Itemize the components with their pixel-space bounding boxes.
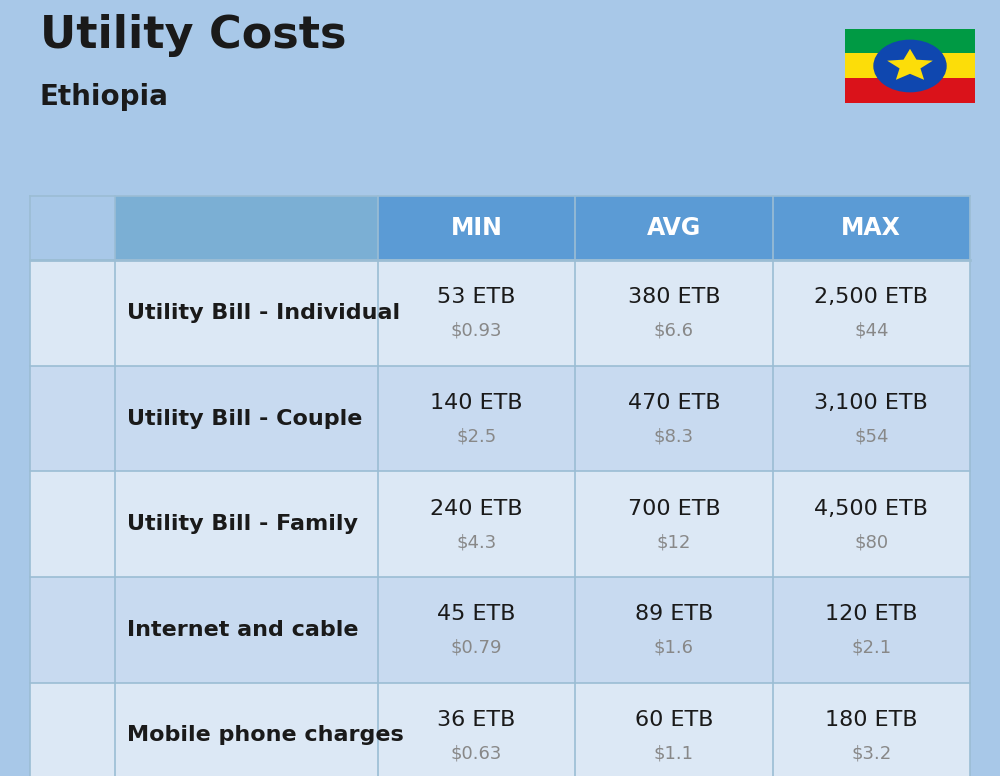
- FancyBboxPatch shape: [378, 366, 575, 472]
- Text: Utility Bill - Couple: Utility Bill - Couple: [127, 409, 362, 428]
- Text: Internet and cable: Internet and cable: [127, 620, 358, 639]
- Polygon shape: [887, 49, 933, 80]
- Text: 4,500 ETB: 4,500 ETB: [814, 498, 928, 518]
- FancyBboxPatch shape: [845, 78, 975, 103]
- FancyBboxPatch shape: [575, 196, 773, 260]
- FancyBboxPatch shape: [115, 366, 378, 472]
- Text: 140 ETB: 140 ETB: [430, 393, 523, 413]
- FancyBboxPatch shape: [773, 472, 970, 577]
- FancyBboxPatch shape: [773, 577, 970, 683]
- FancyBboxPatch shape: [378, 683, 575, 776]
- FancyBboxPatch shape: [575, 260, 773, 366]
- Text: $8.3: $8.3: [654, 428, 694, 445]
- FancyBboxPatch shape: [30, 683, 115, 776]
- Text: 89 ETB: 89 ETB: [635, 605, 713, 624]
- Text: $4.3: $4.3: [456, 533, 497, 551]
- FancyBboxPatch shape: [575, 366, 773, 472]
- FancyBboxPatch shape: [115, 577, 378, 683]
- Text: 180 ETB: 180 ETB: [825, 710, 918, 729]
- Text: 60 ETB: 60 ETB: [635, 710, 713, 729]
- FancyBboxPatch shape: [30, 260, 115, 366]
- FancyBboxPatch shape: [115, 196, 378, 260]
- FancyBboxPatch shape: [575, 577, 773, 683]
- Text: $6.6: $6.6: [654, 322, 694, 340]
- Text: Utility Bill - Family: Utility Bill - Family: [127, 514, 358, 534]
- Text: 470 ETB: 470 ETB: [628, 393, 720, 413]
- Text: Utility Costs: Utility Costs: [40, 14, 347, 57]
- FancyBboxPatch shape: [773, 260, 970, 366]
- Text: 36 ETB: 36 ETB: [437, 710, 516, 729]
- Text: Ethiopia: Ethiopia: [40, 82, 169, 110]
- Text: 240 ETB: 240 ETB: [430, 498, 523, 518]
- FancyBboxPatch shape: [378, 260, 575, 366]
- FancyBboxPatch shape: [30, 366, 115, 472]
- FancyBboxPatch shape: [845, 29, 975, 54]
- FancyBboxPatch shape: [378, 577, 575, 683]
- Text: $0.63: $0.63: [451, 744, 502, 762]
- FancyBboxPatch shape: [575, 472, 773, 577]
- Text: 120 ETB: 120 ETB: [825, 605, 918, 624]
- Text: MAX: MAX: [841, 217, 901, 241]
- FancyBboxPatch shape: [773, 366, 970, 472]
- Text: $2.5: $2.5: [456, 428, 497, 445]
- FancyBboxPatch shape: [115, 472, 378, 577]
- Text: 45 ETB: 45 ETB: [437, 605, 516, 624]
- Text: $1.1: $1.1: [654, 744, 694, 762]
- Text: 53 ETB: 53 ETB: [437, 287, 516, 307]
- FancyBboxPatch shape: [378, 472, 575, 577]
- Text: MIN: MIN: [451, 217, 502, 241]
- Text: Utility Bill - Individual: Utility Bill - Individual: [127, 303, 400, 323]
- Text: $2.1: $2.1: [851, 639, 891, 656]
- Text: $0.93: $0.93: [451, 322, 502, 340]
- FancyBboxPatch shape: [30, 577, 115, 683]
- Text: $1.6: $1.6: [654, 639, 694, 656]
- Text: $80: $80: [854, 533, 888, 551]
- Text: Mobile phone charges: Mobile phone charges: [127, 726, 403, 746]
- Text: $12: $12: [657, 533, 691, 551]
- FancyBboxPatch shape: [30, 196, 115, 260]
- Text: $54: $54: [854, 428, 889, 445]
- FancyBboxPatch shape: [115, 683, 378, 776]
- FancyBboxPatch shape: [115, 260, 378, 366]
- Text: $0.79: $0.79: [451, 639, 502, 656]
- Text: 2,500 ETB: 2,500 ETB: [814, 287, 928, 307]
- Text: 380 ETB: 380 ETB: [628, 287, 720, 307]
- FancyBboxPatch shape: [773, 683, 970, 776]
- FancyBboxPatch shape: [378, 196, 575, 260]
- Text: $3.2: $3.2: [851, 744, 891, 762]
- Text: AVG: AVG: [647, 217, 701, 241]
- Circle shape: [874, 40, 946, 92]
- Text: 3,100 ETB: 3,100 ETB: [814, 393, 928, 413]
- Text: $44: $44: [854, 322, 889, 340]
- FancyBboxPatch shape: [773, 196, 970, 260]
- FancyBboxPatch shape: [845, 54, 975, 78]
- FancyBboxPatch shape: [30, 472, 115, 577]
- Text: 700 ETB: 700 ETB: [628, 498, 720, 518]
- FancyBboxPatch shape: [575, 683, 773, 776]
